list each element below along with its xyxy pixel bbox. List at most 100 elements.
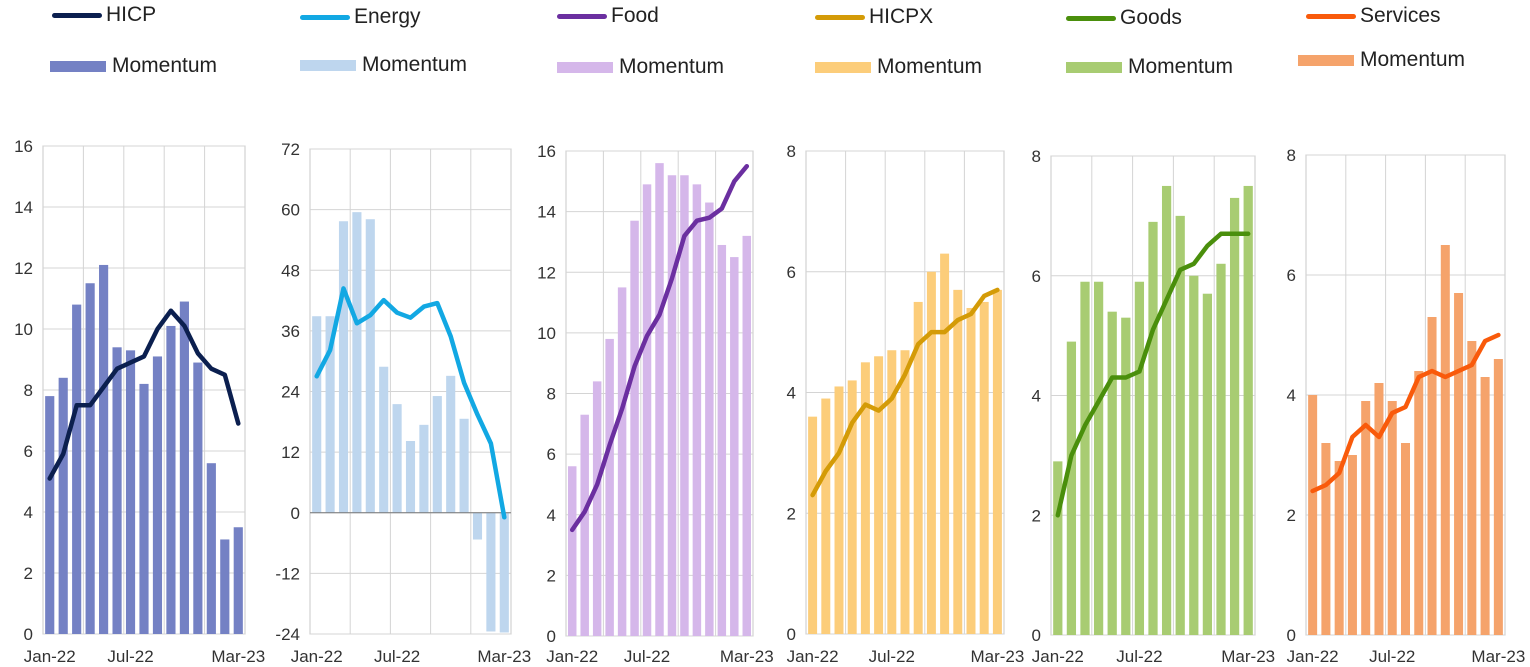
momentum-bar [1093, 281, 1104, 635]
momentum-bar [860, 362, 870, 634]
series-line [810, 287, 1000, 498]
momentum-bar [1134, 281, 1145, 635]
x-tick-label: Mar-23 [1471, 647, 1525, 666]
y-tick-label: 2 [1287, 506, 1296, 525]
x-tick-label: Jan-22 [24, 647, 76, 666]
legend-label: HICPX [869, 5, 934, 28]
y-tick-label: 4 [547, 506, 556, 525]
momentum-bar [1374, 383, 1384, 635]
momentum-bar [667, 175, 677, 636]
momentum-bar [966, 307, 976, 634]
x-tick-label: Mar-23 [1221, 647, 1275, 666]
x-tick-label: Jul-22 [869, 647, 915, 666]
y-tick-label: 16 [14, 137, 33, 156]
y-tick-label: 6 [24, 442, 33, 461]
momentum-bar [887, 350, 897, 634]
y-tick-label: -24 [275, 625, 300, 644]
legend-label: Energy [354, 5, 421, 28]
momentum-bar [206, 463, 216, 634]
y-tick-label: 0 [787, 625, 796, 644]
legend-label: Momentum [112, 54, 218, 77]
x-tick-label: Jul-22 [107, 647, 153, 666]
legend-item-bar: Momentum [300, 53, 467, 77]
series-line [1055, 231, 1251, 518]
momentum-bar [1400, 443, 1411, 635]
momentum-bar [85, 283, 95, 634]
momentum-bar [1454, 293, 1464, 635]
y-tick-label: 6 [1287, 266, 1296, 285]
momentum-bar [1243, 185, 1253, 635]
chart-panel-goods: 0 2 4 6 8 Jan-22 Jul-22 Mar-23 [1032, 147, 1276, 666]
momentum-bar [459, 418, 469, 513]
momentum-bar [1229, 197, 1240, 635]
momentum-bar [605, 338, 614, 636]
legend-label: Momentum [1360, 48, 1466, 71]
legend-item-bar: Momentum [50, 54, 217, 78]
y-tick-label: 12 [281, 443, 300, 462]
momentum-bar [655, 163, 664, 636]
legend-item-line: HICPX [815, 5, 933, 29]
momentum-bar [926, 271, 936, 634]
momentum-bar [312, 316, 322, 513]
legend-bar-swatch [815, 61, 871, 73]
legend-line-swatch [300, 14, 350, 20]
chart-legend: HICP Momentum Energy Momentum Food Momentum HI… [0, 0, 1530, 100]
momentum-bar [630, 220, 639, 636]
momentum-bar [1321, 443, 1331, 635]
y-tick-label: 4 [1287, 386, 1296, 405]
momentum-bar [486, 512, 496, 632]
y-tick-label: 12 [14, 259, 33, 278]
chart-panel-services: 0 2 4 6 8 Jan-22 Jul-22 Mar-23 [1287, 146, 1526, 666]
momentum-bar [1161, 185, 1172, 635]
y-tick-label: 72 [281, 140, 300, 159]
momentum-bar [419, 424, 429, 513]
chart-panel-energy: -24 -12 0 12 24 36 48 60 72 Jan-22 Jul-22 Mar-23 [275, 140, 531, 666]
chart-panel-food: 0 2 4 6 8 10 12 14 16 Jan-22 Jul-22 Mar-23 [537, 142, 774, 666]
x-tick-label: Jul-22 [1116, 647, 1162, 666]
x-tick-label: Jul-22 [1369, 647, 1415, 666]
momentum-bar [992, 289, 1002, 634]
x-tick-label: Jan-22 [1032, 647, 1084, 666]
y-tick-label: 8 [547, 385, 556, 404]
momentum-bar [193, 362, 203, 634]
momentum-bar [1175, 215, 1185, 635]
momentum-bar [1107, 311, 1117, 635]
y-tick-label: 2 [24, 564, 33, 583]
momentum-bar [913, 301, 923, 634]
x-tick-label: Mar-23 [720, 647, 774, 666]
legend-item-line: HICP [52, 3, 156, 27]
legend-bar-swatch [557, 61, 613, 73]
x-tick-label: Jul-22 [624, 647, 670, 666]
momentum-bar [680, 175, 689, 636]
y-tick-label: 8 [1287, 146, 1296, 165]
y-tick-label: 4 [787, 384, 796, 403]
y-tick-label: 4 [24, 503, 33, 522]
momentum-bar [580, 414, 589, 636]
momentum-bar [1121, 317, 1131, 635]
legend-bar-swatch [1066, 61, 1122, 73]
chart-panel-hicp: 0 2 4 6 8 10 12 14 16 Jan-22 Jul-22 Mar-23 [14, 137, 265, 666]
y-tick-label: 48 [281, 261, 300, 280]
momentum-bar [1347, 455, 1357, 635]
y-tick-label: 14 [537, 203, 556, 222]
momentum-bar [1308, 395, 1318, 635]
y-tick-label: 8 [24, 381, 33, 400]
legend-item-bar: Momentum [1066, 55, 1233, 79]
legend-item-bar: Momentum [815, 55, 982, 79]
y-tick-label: 12 [537, 263, 556, 282]
momentum-bar [874, 356, 884, 634]
legend-label: Momentum [1128, 55, 1234, 78]
series-line [47, 308, 241, 481]
momentum-bar [220, 539, 230, 634]
y-tick-label: 6 [1032, 267, 1041, 286]
momentum-bar [567, 466, 577, 636]
momentum-bar [432, 396, 442, 513]
legend-label: Food [611, 4, 659, 27]
momentum-bar [1080, 281, 1090, 635]
y-tick-label: 16 [537, 142, 556, 161]
momentum-bar [821, 398, 831, 634]
y-tick-label: 0 [291, 504, 300, 523]
series-line [1310, 332, 1501, 494]
momentum-bar [1467, 341, 1477, 635]
momentum-bar [112, 347, 122, 634]
